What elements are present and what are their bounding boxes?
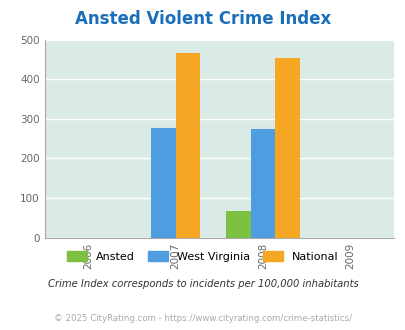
Bar <box>175 53 200 238</box>
Bar <box>151 127 175 238</box>
Bar <box>275 58 299 238</box>
Bar <box>250 129 275 238</box>
Text: Crime Index corresponds to incidents per 100,000 inhabitants: Crime Index corresponds to incidents per… <box>47 279 358 289</box>
Legend: Ansted, West Virginia, National: Ansted, West Virginia, National <box>67 251 338 262</box>
Bar <box>226 211 250 238</box>
Text: © 2025 CityRating.com - https://www.cityrating.com/crime-statistics/: © 2025 CityRating.com - https://www.city… <box>54 314 351 323</box>
Text: Ansted Violent Crime Index: Ansted Violent Crime Index <box>75 10 330 28</box>
